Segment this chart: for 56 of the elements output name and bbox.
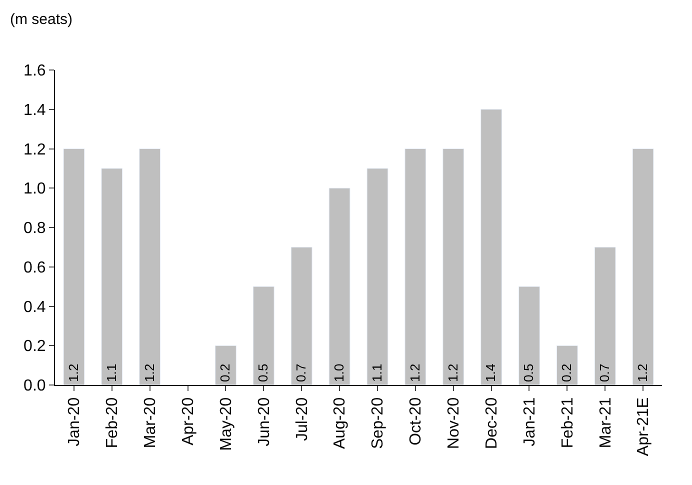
bar [556,345,578,385]
data-label: 1.2 [407,364,422,382]
bar [480,109,502,385]
bar [252,286,274,385]
x-tick-label: Jan-21 [521,397,538,446]
y-tick-label: 0.6 [24,259,46,276]
bar [366,168,388,385]
y-tick-label: 0.0 [24,378,46,395]
y-tick-label: 1.6 [24,62,46,80]
data-label: 1.2 [634,364,650,382]
y-tick-label: 1.0 [24,180,46,198]
bar [290,246,312,385]
x-tick-label: Feb-20 [104,397,122,448]
x-tick-label: Mar-20 [142,397,160,448]
y-tick-label: 0.8 [24,220,46,238]
data-label: 0.2 [218,364,233,382]
bar [63,148,85,385]
data-label: 1.2 [445,364,460,382]
bar [518,286,540,385]
y-tick-label: 0.2 [24,338,46,356]
y-tick-label: 0.4 [24,298,46,316]
x-tick-label: Dec-20 [483,397,500,449]
data-label: 1.0 [331,364,346,382]
bar [328,188,350,385]
data-label: 1.2 [66,364,81,382]
x-tick-label: Jul-20 [294,397,311,441]
data-label: 1.4 [483,364,498,382]
x-tick-label: Nov-20 [446,397,463,449]
y-tick-label: 1.4 [24,102,46,119]
x-tick-label: Oct-20 [408,397,425,446]
x-tick-label: May-20 [218,397,235,451]
data-label: 0.2 [559,364,574,382]
bar [442,148,464,385]
data-label: 1.2 [142,364,157,382]
bar [215,345,236,385]
bar [404,148,426,385]
data-label: 0.7 [597,364,612,382]
data-label: 0.7 [294,364,309,382]
x-tick-label: Jan-20 [66,397,84,446]
x-tick-label: Apr-20 [180,397,197,446]
bar [139,148,161,385]
bar [632,148,654,385]
x-tick-label: Jun-20 [256,397,273,446]
data-label: 1.1 [369,364,384,382]
x-tick-label: Apr-21E [635,397,652,456]
x-tick-label: Aug-20 [332,397,349,449]
x-tick-label: Mar-21 [597,397,614,448]
y-tick-label: 1.2 [24,141,46,158]
y-axis-title: (m seats) [10,11,73,28]
x-tick-label: Feb-21 [559,397,576,448]
data-label: 0.5 [256,364,271,382]
x-tick-label: Sep-20 [370,397,387,449]
bar [594,246,616,385]
bar [101,168,123,385]
data-label: 0.5 [521,364,536,382]
data-label: 1.1 [104,364,119,382]
